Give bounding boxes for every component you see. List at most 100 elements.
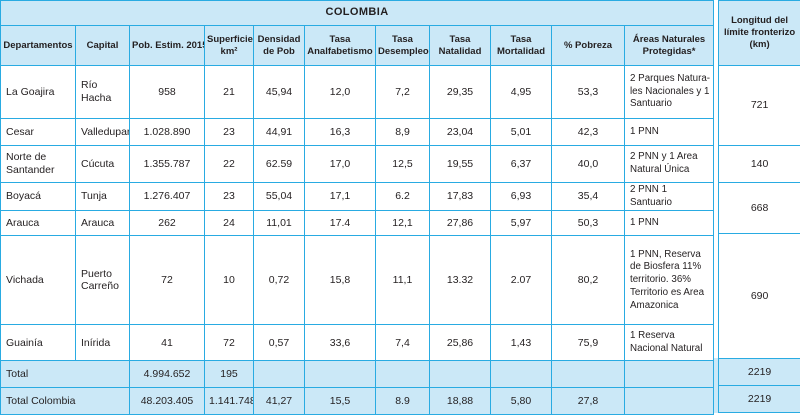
cell-pobreza: 42,3 (551, 118, 625, 146)
cell-densidad: 55,04 (253, 181, 305, 212)
total-colombia-desempleo: 8.9 (375, 387, 430, 415)
cell-areas: 1 PNN (623, 210, 715, 237)
cell-superficie: 10 (204, 235, 254, 326)
cell-pobreza: 40,0 (551, 145, 625, 183)
cell-longitud: 668 (718, 182, 800, 234)
cell-capital: Tunja (75, 181, 130, 212)
cell-analfabetismo: 12,0 (304, 65, 376, 119)
cell-longitud: 721 (718, 65, 800, 146)
cell-pobreza: 35,4 (551, 181, 625, 212)
col-header-departamentos: Departamentos (0, 25, 76, 66)
cell-longitud-total-colombia: 2219 (718, 385, 800, 413)
border-length-table: Longitud del límite fronterizo (km) 721 … (718, 0, 800, 413)
col-header-mortalidad: Tasa Mortalidad (490, 25, 552, 66)
total-colombia-label: Total Colombia (0, 387, 130, 415)
cell-densidad: 0,57 (253, 324, 305, 362)
cell-pob: 1.028.890 (129, 118, 205, 146)
total-colombia-mortalidad: 5,80 (490, 387, 552, 415)
cell-areas: 1 Reserva Nacional Natural (623, 324, 715, 362)
cell-pob: 1.276.407 (129, 181, 205, 212)
cell-capital: Puerto Carreño (75, 235, 130, 326)
total-pob: 4.994.652 (129, 360, 205, 389)
cell-superficie: 24 (204, 210, 254, 237)
cell-densidad: 11,01 (253, 210, 305, 237)
cell-pob: 958 (129, 65, 205, 119)
total-colombia-natalidad: 18,88 (429, 387, 491, 415)
total-empty-cell (490, 360, 552, 389)
total-empty-cell (429, 360, 491, 389)
cell-pob: 262 (129, 210, 205, 237)
col-header-natalidad: Tasa Natalidad (429, 25, 491, 66)
total-empty-cell (375, 360, 430, 389)
cell-desempleo: 11,1 (375, 235, 430, 326)
total-colombia-analfabetismo: 15,5 (304, 387, 376, 415)
cell-pob: 1.355.787 (129, 145, 205, 183)
cell-departamento: La Goajira (0, 65, 76, 119)
cell-capital: Valledupar (75, 118, 130, 146)
table-row: Arauca Arauca 262 24 11,01 17.4 12,1 27,… (0, 210, 715, 237)
cell-areas: 2 PNN y 1 Area Natural Única (623, 145, 715, 183)
cell-pobreza: 80,2 (551, 235, 625, 326)
cell-longitud-total: 2219 (718, 358, 800, 386)
col-header-densidad: Densidad de Pob (253, 25, 305, 66)
total-label: Total (0, 360, 130, 389)
cell-pobreza: 75,9 (551, 324, 625, 362)
total-colombia-pobreza: 27,8 (551, 387, 625, 415)
cell-mortalidad: 6,37 (490, 145, 552, 183)
total-colombia-row: Total Colombia 48.203.405 1.141.748 41,2… (0, 387, 715, 415)
cell-departamento: Vichada (0, 235, 76, 326)
cell-departamento: Guainía (0, 324, 76, 362)
cell-desempleo: 8,9 (375, 118, 430, 146)
cell-areas: 2 Parques Natura-les Nacionales y 1 Sant… (623, 65, 715, 119)
table-row: Cesar Valledupar 1.028.890 23 44,91 16,3… (0, 118, 715, 146)
cell-capital: Río Hacha (75, 65, 130, 119)
col-header-capital: Capital (75, 25, 130, 66)
total-empty-cell (304, 360, 376, 389)
total-row: Total 4.994.652 195 (0, 360, 715, 389)
cell-analfabetismo: 33,6 (304, 324, 376, 362)
table-row: Vichada Puerto Carreño 72 10 0,72 15,8 1… (0, 235, 715, 326)
cell-natalidad: 17,83 (429, 181, 491, 212)
cell-mortalidad: 5,97 (490, 210, 552, 237)
cell-superficie: 23 (204, 181, 254, 212)
cell-desempleo: 12,5 (375, 145, 430, 183)
cell-pob: 41 (129, 324, 205, 362)
total-empty-cell (551, 360, 625, 389)
total-colombia-densidad: 41,27 (253, 387, 305, 415)
col-header-pob-estim: Pob. Estim. 2015 (129, 25, 205, 66)
cell-densidad: 45,94 (253, 65, 305, 119)
cell-analfabetismo: 17.4 (304, 210, 376, 237)
cell-analfabetismo: 17,0 (304, 145, 376, 183)
cell-analfabetismo: 17,1 (304, 181, 376, 212)
col-header-analfabetismo: Tasa Analfabetismo (304, 25, 376, 66)
col-header-longitud-fronterizo: Longitud del límite fronterizo (km) (718, 0, 800, 66)
total-rows-gap-fill (712, 358, 720, 413)
cell-densidad: 0,72 (253, 235, 305, 326)
cell-natalidad: 25,86 (429, 324, 491, 362)
cell-analfabetismo: 15,8 (304, 235, 376, 326)
table-row: Boyacá Tunja 1.276.407 23 55,04 17,1 6.2… (0, 181, 715, 212)
cell-pobreza: 50,3 (551, 210, 625, 237)
cell-departamento: Norte de Santander (0, 145, 76, 183)
table-row: La Goajira Río Hacha 958 21 45,94 12,0 7… (0, 65, 715, 119)
table-row: Guainía Inírida 41 72 0,57 33,6 7,4 25,8… (0, 324, 715, 362)
total-colombia-superficie: 1.141.748 (204, 387, 254, 415)
cell-mortalidad: 5,01 (490, 118, 552, 146)
table-row: Norte de Santander Cúcuta 1.355.787 22 6… (0, 145, 715, 183)
cell-areas: 2 PNN 1 Santuario (623, 181, 715, 212)
total-colombia-pob: 48.203.405 (129, 387, 205, 415)
cell-natalidad: 27,86 (429, 210, 491, 237)
cell-mortalidad: 6,93 (490, 181, 552, 212)
col-header-areas: Áreas Naturales Protegidas* (623, 25, 715, 66)
cell-mortalidad: 4,95 (490, 65, 552, 119)
total-empty-cell (253, 360, 305, 389)
cell-mortalidad: 2.07 (490, 235, 552, 326)
cell-natalidad: 13.32 (429, 235, 491, 326)
cell-analfabetismo: 16,3 (304, 118, 376, 146)
cell-desempleo: 7,4 (375, 324, 430, 362)
cell-natalidad: 23,04 (429, 118, 491, 146)
cell-departamento: Boyacá (0, 181, 76, 212)
cell-areas: 1 PNN (623, 118, 715, 146)
cell-pob: 72 (129, 235, 205, 326)
